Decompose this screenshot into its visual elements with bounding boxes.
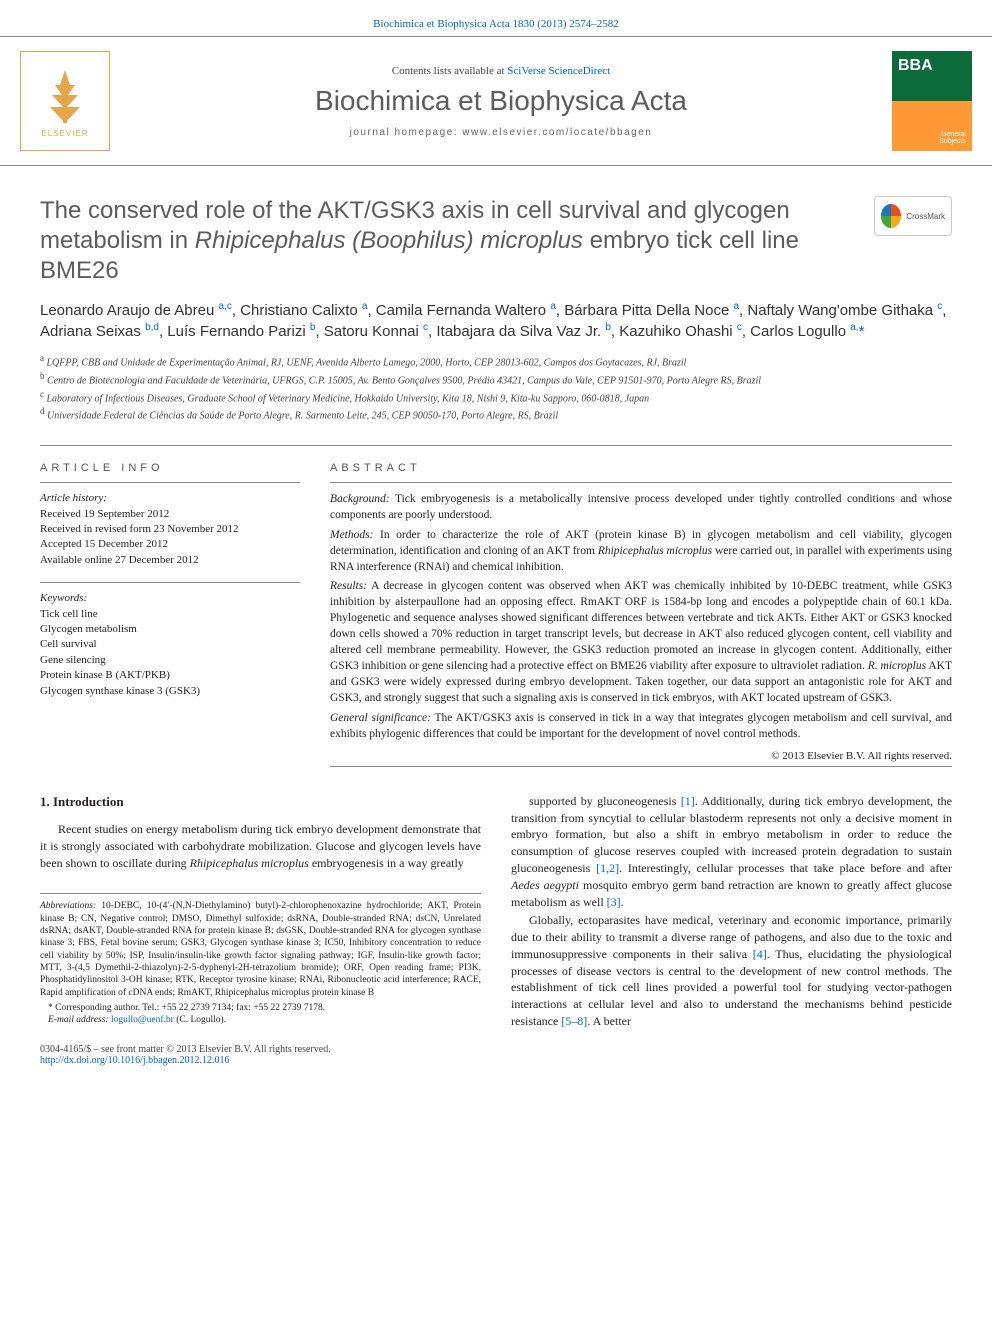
cover-sub-label: General Subjects <box>939 131 966 145</box>
crossmark-icon <box>881 204 901 228</box>
bottom-bar: 0304-4165/$ – see front matter © 2013 El… <box>0 1032 992 1086</box>
abstract-paragraph: Methods: In order to characterize the ro… <box>330 527 952 575</box>
crossmark-badge[interactable]: CrossMark <box>874 196 952 236</box>
history-line: Accepted 15 December 2012 <box>40 537 300 552</box>
abstract-paragraph: Results: A decrease in glycogen content … <box>330 578 952 707</box>
contents-prefix: Contents lists available at <box>392 65 507 77</box>
keyword: Cell survival <box>40 637 300 652</box>
body-columns: 1. Introduction Recent studies on energy… <box>0 767 992 1032</box>
info-abstract-row: ARTICLE INFO Article history: Received 1… <box>0 462 992 766</box>
doi-link[interactable]: http://dx.doi.org/10.1016/j.bbagen.2012.… <box>40 1055 230 1066</box>
history-line: Received 19 September 2012 <box>40 507 300 522</box>
crossmark-label: CrossMark <box>906 212 945 221</box>
history-label: Article history: <box>40 491 300 506</box>
ref-link[interactable]: [5–8] <box>561 1014 587 1028</box>
issn-line: 0304-4165/$ – see front matter © 2013 El… <box>40 1044 952 1055</box>
email-link[interactable]: logullo@uenf.br <box>111 1015 174 1025</box>
ref-link[interactable]: [4] <box>753 947 767 961</box>
ref-link[interactable]: [3] <box>607 895 621 909</box>
body-left-col: 1. Introduction Recent studies on energy… <box>40 793 481 1032</box>
body-paragraph: Recent studies on energy metabolism duri… <box>40 821 481 871</box>
abbrev-text: 10-DEBC, 10-(4′-(N,N-Diethylamino) butyl… <box>40 901 481 997</box>
corresponding-author: * Corresponding author. Tel.: +55 22 273… <box>40 1002 481 1014</box>
affiliation: b Centro de Biotecnologia and Faculdade … <box>40 370 952 388</box>
history-line: Available online 27 December 2012 <box>40 553 300 568</box>
masthead: ELSEVIER Contents lists available at Sci… <box>0 36 992 166</box>
contents-line: Contents lists available at SciVerse Sci… <box>110 65 892 77</box>
keyword: Protein kinase B (AKT/PKB) <box>40 668 300 683</box>
email-suffix: (C. Logullo). <box>174 1015 226 1025</box>
intro-heading: 1. Introduction <box>40 793 481 811</box>
abstract-copyright: © 2013 Elsevier B.V. All rights reserved… <box>330 750 952 762</box>
body-right-col: supported by gluconeogenesis [1]. Additi… <box>511 793 952 1032</box>
keyword: Tick cell line <box>40 607 300 622</box>
keywords-block: Keywords: Tick cell lineGlycogen metabol… <box>40 582 300 699</box>
journal-cover: BBA General Subjects <box>892 51 972 151</box>
abbreviations: Abbreviations: 10-DEBC, 10-(4′-(N,N-Diet… <box>40 900 481 999</box>
journal-name: Biochimica et Biophysica Acta <box>110 85 892 117</box>
history-block: Article history: Received 19 September 2… <box>40 482 300 568</box>
elsevier-logo: ELSEVIER <box>20 51 110 151</box>
abbrev-label: Abbreviations: <box>40 901 96 911</box>
sciencedirect-link[interactable]: SciVerse ScienceDirect <box>507 65 610 77</box>
abstract-col: ABSTRACT Background: Tick embryogenesis … <box>330 462 952 766</box>
history-line: Received in revised form 23 November 201… <box>40 522 300 537</box>
affiliations: a LQFPP, CBB and Unidade de Experimentaç… <box>40 352 952 423</box>
footnotes: Abbreviations: 10-DEBC, 10-(4′-(N,N-Diet… <box>40 893 481 1026</box>
affiliation: d Universidade Federal de Ciências da Sa… <box>40 405 952 423</box>
keywords-label: Keywords: <box>40 591 300 606</box>
authors-list: Leonardo Araujo de Abreu a,c, Christiano… <box>40 300 952 342</box>
keyword: Glycogen metabolism <box>40 622 300 637</box>
abstract-heading: ABSTRACT <box>330 462 952 474</box>
body-paragraph: supported by gluconeogenesis [1]. Additi… <box>511 793 952 911</box>
email-label: E-mail address: <box>48 1015 109 1025</box>
article-title: The conserved role of the AKT/GSK3 axis … <box>40 196 854 286</box>
abstract-paragraph: Background: Tick embryogenesis is a meta… <box>330 491 952 523</box>
keyword: Glycogen synthase kinase 3 (GSK3) <box>40 684 300 699</box>
keyword: Gene silencing <box>40 653 300 668</box>
cover-bba-label: BBA <box>898 57 933 75</box>
ref-link[interactable]: [1,2] <box>596 861 619 875</box>
email-line: E-mail address: logullo@uenf.br (C. Logu… <box>40 1014 481 1026</box>
article-info-col: ARTICLE INFO Article history: Received 1… <box>40 462 300 766</box>
article-header: The conserved role of the AKT/GSK3 axis … <box>0 166 992 423</box>
ref-link[interactable]: [1] <box>681 794 695 808</box>
body-paragraph: Globally, ectoparasites have medical, ve… <box>511 912 952 1030</box>
affiliation: c Laboratory of Infectious Diseases, Gra… <box>40 388 952 406</box>
masthead-center: Contents lists available at SciVerse Sci… <box>110 65 892 138</box>
abstract-paragraph: General significance: The AKT/GSK3 axis … <box>330 710 952 742</box>
elsevier-label: ELSEVIER <box>41 129 88 138</box>
divider <box>40 445 952 446</box>
header-citation-link[interactable]: Biochimica et Biophysica Acta 1830 (2013… <box>373 18 619 30</box>
article-info-heading: ARTICLE INFO <box>40 462 300 474</box>
elsevier-tree-icon <box>40 65 90 125</box>
divider <box>330 766 952 767</box>
homepage-line: journal homepage: www.elsevier.com/locat… <box>110 127 892 138</box>
affiliation: a LQFPP, CBB and Unidade de Experimentaç… <box>40 352 952 370</box>
abstract-block: Background: Tick embryogenesis is a meta… <box>330 482 952 741</box>
header-citation: Biochimica et Biophysica Acta 1830 (2013… <box>0 0 992 36</box>
